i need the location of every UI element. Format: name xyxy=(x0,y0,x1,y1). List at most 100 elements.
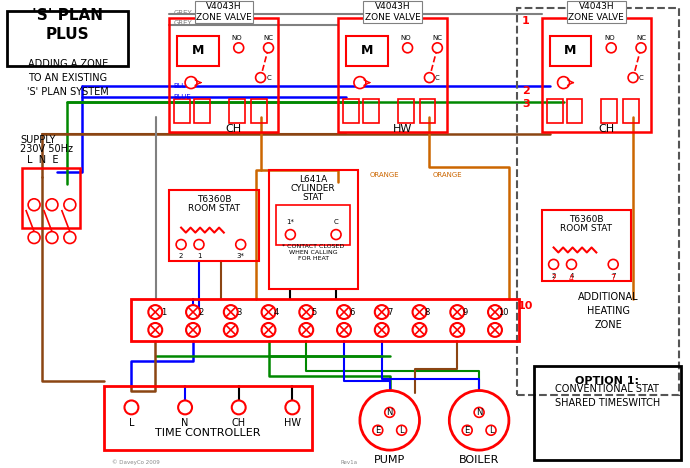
Text: ADDITIONAL
HEATING
ZONE: ADDITIONAL HEATING ZONE xyxy=(578,292,638,330)
Text: 3*: 3* xyxy=(237,253,245,259)
Text: 9: 9 xyxy=(462,307,468,316)
Bar xyxy=(346,36,388,66)
Text: 1: 1 xyxy=(197,253,201,259)
Text: 7: 7 xyxy=(611,273,615,279)
Text: NC: NC xyxy=(264,35,273,41)
Circle shape xyxy=(236,240,246,249)
Bar xyxy=(550,36,591,66)
Text: Rev1a: Rev1a xyxy=(340,460,357,465)
Text: GREY: GREY xyxy=(173,20,192,26)
Circle shape xyxy=(185,77,197,88)
Circle shape xyxy=(331,230,341,240)
Text: T6360B: T6360B xyxy=(197,195,231,205)
Text: ROOM STAT: ROOM STAT xyxy=(560,224,613,233)
Circle shape xyxy=(608,259,618,269)
Text: L  N  E: L N E xyxy=(27,155,59,165)
Text: 2: 2 xyxy=(551,274,556,283)
Text: 2: 2 xyxy=(551,273,555,279)
Bar xyxy=(542,18,651,132)
Text: N: N xyxy=(181,418,189,428)
Circle shape xyxy=(636,43,646,53)
Text: NC: NC xyxy=(433,35,442,41)
Bar xyxy=(169,18,279,132)
Circle shape xyxy=(194,240,204,249)
Text: CH: CH xyxy=(232,418,246,428)
Text: 4: 4 xyxy=(569,274,574,283)
Text: BLUE: BLUE xyxy=(173,95,191,101)
Circle shape xyxy=(186,305,200,319)
Circle shape xyxy=(385,408,395,417)
Text: 4: 4 xyxy=(274,307,279,316)
Text: L641A: L641A xyxy=(299,176,327,184)
Text: 8: 8 xyxy=(425,307,430,316)
Circle shape xyxy=(234,43,244,53)
Text: T6360B: T6360B xyxy=(569,215,604,224)
Circle shape xyxy=(558,77,569,88)
Text: V4043H
ZONE VALVE: V4043H ZONE VALVE xyxy=(196,2,252,22)
Text: C: C xyxy=(266,74,271,80)
Circle shape xyxy=(286,401,299,414)
Text: 7: 7 xyxy=(611,274,615,283)
Text: 'S' PLAN
PLUS: 'S' PLAN PLUS xyxy=(32,8,104,42)
Circle shape xyxy=(413,305,426,319)
Text: N: N xyxy=(476,408,482,417)
Circle shape xyxy=(46,232,58,243)
Text: E: E xyxy=(464,426,470,435)
Circle shape xyxy=(449,390,509,450)
Circle shape xyxy=(337,323,351,337)
Circle shape xyxy=(64,232,76,243)
Bar xyxy=(397,100,413,123)
Bar xyxy=(177,36,219,66)
Text: 2: 2 xyxy=(179,253,184,259)
Text: CH: CH xyxy=(226,124,241,134)
Text: ORANGE: ORANGE xyxy=(370,172,400,178)
Circle shape xyxy=(486,425,496,435)
Circle shape xyxy=(433,43,442,53)
Circle shape xyxy=(224,323,238,337)
Text: NO: NO xyxy=(231,35,242,41)
Circle shape xyxy=(451,323,464,337)
Circle shape xyxy=(148,305,162,319)
Bar xyxy=(546,100,562,123)
Text: C: C xyxy=(334,219,338,225)
Circle shape xyxy=(337,305,351,319)
Text: NO: NO xyxy=(400,35,411,41)
Text: 6: 6 xyxy=(349,307,355,316)
Bar xyxy=(566,100,582,123)
Bar xyxy=(268,170,358,289)
Text: 1*: 1* xyxy=(286,219,295,225)
Circle shape xyxy=(286,230,295,240)
Circle shape xyxy=(262,305,275,319)
Circle shape xyxy=(148,323,162,337)
Text: GREY: GREY xyxy=(173,10,192,16)
Circle shape xyxy=(186,323,200,337)
Bar xyxy=(22,168,80,227)
Text: 1: 1 xyxy=(522,16,530,26)
Circle shape xyxy=(375,323,388,337)
Text: BLUE: BLUE xyxy=(173,82,191,88)
Bar xyxy=(343,100,359,123)
Text: ORANGE: ORANGE xyxy=(433,172,462,178)
Circle shape xyxy=(628,73,638,82)
Text: M: M xyxy=(361,44,373,57)
Circle shape xyxy=(46,199,58,211)
Circle shape xyxy=(178,401,192,414)
Text: STAT: STAT xyxy=(303,193,324,202)
Text: M: M xyxy=(564,44,577,57)
Bar xyxy=(250,100,266,123)
Bar xyxy=(338,18,447,132)
Circle shape xyxy=(451,305,464,319)
Circle shape xyxy=(474,408,484,417)
Bar xyxy=(363,100,379,123)
Text: * CONTACT CLOSED
WHEN CALLING
FOR HEAT: * CONTACT CLOSED WHEN CALLING FOR HEAT xyxy=(282,244,344,261)
Text: ADDING A ZONE
TO AN EXISTING
'S' PLAN SYSTEM: ADDING A ZONE TO AN EXISTING 'S' PLAN SY… xyxy=(27,58,109,96)
Text: TIME CONTROLLER: TIME CONTROLLER xyxy=(155,428,261,438)
Circle shape xyxy=(360,390,420,450)
Text: CYLINDER: CYLINDER xyxy=(291,184,335,193)
Text: 5: 5 xyxy=(312,307,317,316)
Circle shape xyxy=(64,199,76,211)
Text: C: C xyxy=(435,74,440,80)
Bar xyxy=(229,100,245,123)
Text: 1: 1 xyxy=(161,307,166,316)
Text: 7: 7 xyxy=(387,307,393,316)
